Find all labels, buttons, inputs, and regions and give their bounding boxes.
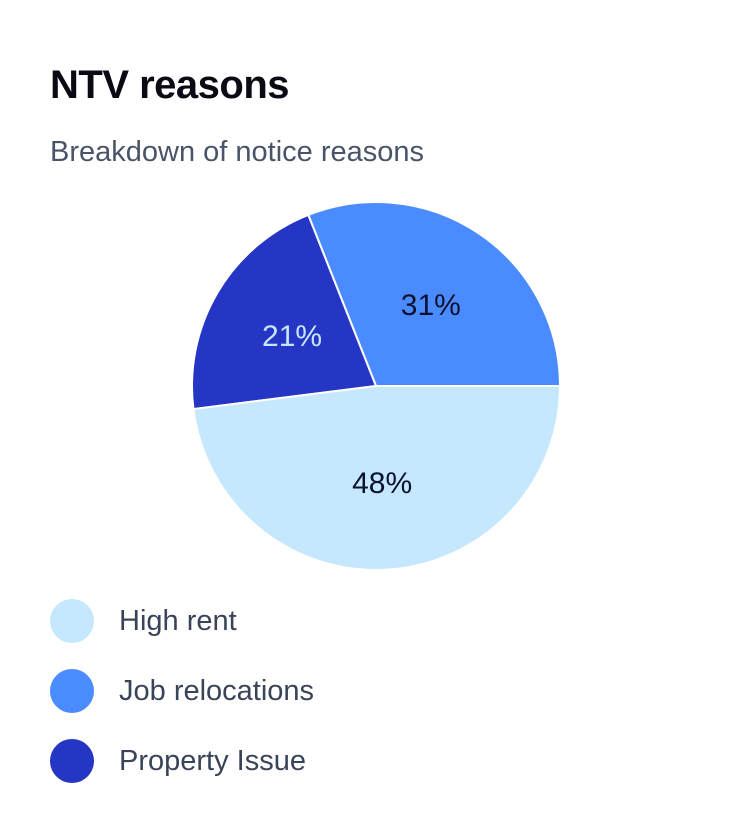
legend-swatch	[50, 669, 94, 713]
legend-item: Property Issue	[50, 738, 314, 784]
legend-item: High rent	[50, 598, 314, 644]
pie-slice-label: 48%	[352, 467, 412, 500]
pie-slice-property-issue	[191, 213, 378, 411]
legend-swatch	[50, 739, 94, 783]
pie-slice-job-relocations	[306, 201, 562, 387]
legend-label: High rent	[119, 604, 237, 637]
legend: High rent Job relocations Property Issue	[50, 598, 314, 808]
legend-swatch	[50, 599, 94, 643]
pie-labels: 31% 21% 48%	[262, 289, 461, 500]
pie-slice-label: 31%	[401, 289, 461, 322]
chart-title: NTV reasons	[50, 63, 290, 107]
legend-item: Job relocations	[50, 668, 314, 714]
pie-slice-label: 21%	[262, 320, 322, 353]
pie-chart: 31% 21% 48%	[191, 201, 562, 571]
legend-label: Job relocations	[119, 674, 315, 707]
pie-slices	[191, 201, 562, 571]
chart-subtitle: Breakdown of notice reasons	[50, 136, 424, 168]
legend-label: Property Issue	[119, 744, 306, 777]
pie-slice-high-rent	[192, 385, 562, 571]
